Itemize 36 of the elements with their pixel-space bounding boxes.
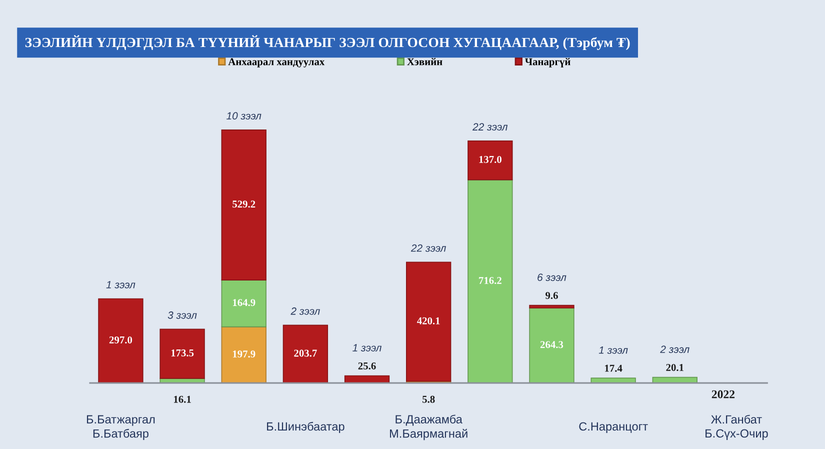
annotation: 1 зээл: [352, 344, 382, 352]
x-tick-label: С.Наранцогт: [579, 422, 648, 433]
data-label: 264.3: [540, 341, 564, 348]
annotation: 22 зээл: [410, 244, 446, 252]
data-label: 529.2: [232, 200, 256, 208]
legend-label: Чанаргүй: [525, 58, 570, 68]
data-label: 25.6: [358, 362, 376, 370]
data-label: 203.7: [294, 350, 317, 357]
x-tick-label: Б.Даажамба М.Баярмагнай: [390, 414, 468, 440]
data-label: 20.1: [666, 364, 684, 372]
data-label: 297.0: [109, 336, 132, 344]
data-label: 9.6: [546, 292, 558, 300]
annotation: 6 зээл: [538, 274, 566, 282]
annotation: 1 зээл: [598, 346, 628, 354]
data-label: 197.9: [232, 350, 256, 358]
legend-label: Хэвийн: [407, 58, 442, 66]
data-label: 173.5: [171, 349, 194, 356]
data-label: 164.9: [232, 299, 256, 306]
x-tick-label: Ж.Ганбат Б.Сүх-Очир: [706, 414, 768, 440]
x-tick-label: Б.Батжаргал Б.Батбаяр: [86, 415, 155, 440]
data-label: 716.2: [479, 277, 502, 284]
data-label: 420.1: [417, 317, 440, 324]
annotation: 1 зээл: [106, 281, 136, 288]
data-label: 137.0: [479, 156, 502, 164]
chart-title: ЗЭЭЛИЙН ҮЛДЭГДЭЛ БА ТҮҮНИЙ ЧАНАРЫГ ЗЭЭЛ ОЛГОСОН ХУГАЦААГААР, (Тэрбум ₮): [25, 35, 630, 50]
data-label: 5.8: [422, 396, 435, 403]
annotation: 2 зээл: [290, 307, 320, 315]
annotation: 22 зээл: [472, 123, 508, 131]
text: 2022: [712, 390, 735, 398]
data-label: 17.4: [605, 364, 622, 372]
annotation: 10 зээл: [226, 112, 262, 120]
x-tick-label: Б.Шинэбаатар: [267, 422, 344, 433]
annotation: 3 зээл: [168, 311, 197, 319]
legend-label: Анхаарал хандуулах: [228, 58, 325, 68]
data-label: 16.1: [174, 396, 191, 403]
annotation: 2 зээл: [660, 346, 690, 354]
